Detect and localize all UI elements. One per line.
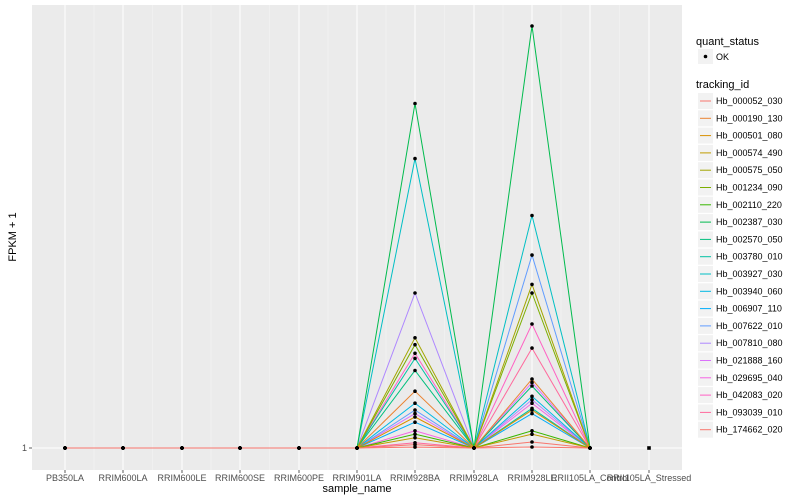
color-legend-label-Hb_042083_020: Hb_042083_020 — [716, 390, 783, 400]
data-point-Hb_006907_110-RRIM928BA — [413, 420, 417, 425]
data-point-Hb_174662_020-RRIM928BA — [413, 442, 417, 447]
data-point-Hb_007622_010-RRIM928LE — [530, 253, 534, 257]
color-legend-label-Hb_000052_030: Hb_000052_030 — [716, 96, 783, 106]
data-points — [63, 24, 651, 450]
data-point-Hb_174662_020-RRIM600LE — [180, 446, 184, 450]
color-legend-label-Hb_002570_050: Hb_002570_050 — [716, 234, 783, 244]
data-point-Hb_093039_010-RRIM928LE — [530, 346, 534, 350]
color-legend-label-Hb_002387_030: Hb_002387_030 — [716, 217, 783, 227]
color-legend-label-Hb_029695_040: Hb_029695_040 — [716, 373, 783, 383]
color-legend-label-Hb_003780_010: Hb_003780_010 — [716, 252, 783, 262]
data-point-Hb_000052_030-RRIM928LE — [530, 445, 534, 449]
data-point-Hb_003940_060-RRIM928LE — [530, 394, 534, 399]
data-point-Hb_000575_050-RRIM928BA — [413, 336, 417, 340]
shape-legend-entries: OK — [698, 49, 729, 64]
data-point-Hb_174662_020-PB350LA — [63, 446, 67, 450]
data-point-Hb_000190_130-RRIM928LE — [530, 377, 534, 381]
data-point-Hb_174662_020-RRIM928LE — [530, 440, 534, 444]
data-point-Hb_007810_080-RRIM928LE — [530, 398, 534, 402]
data-point-Hb_002570_050-RRIM928BA — [413, 368, 417, 373]
color-legend-label-Hb_007622_010: Hb_007622_010 — [716, 321, 783, 331]
data-point-Hb_003780_010-RRIM928BA — [413, 356, 417, 361]
data-point-Hb_042083_020-RRIM928BA — [413, 351, 417, 356]
data-point-Hb_002110_220-RRIM928LE — [530, 429, 534, 433]
color-legend-label-Hb_000575_050: Hb_000575_050 — [716, 165, 783, 175]
color-legend-label-Hb_007810_080: Hb_007810_080 — [716, 338, 783, 348]
color-legend-label-Hb_000501_080: Hb_000501_080 — [716, 131, 783, 141]
data-point-Hb_174662_020-RRIM901LA — [355, 446, 359, 450]
shape-legend-label-0: OK — [716, 52, 729, 62]
data-point-Hb_029695_040-RRIM928BA — [413, 429, 417, 433]
data-point-Hb_007622_010-RRIM928BA — [413, 408, 417, 412]
color-legend-title: tracking_id — [696, 79, 749, 91]
legend: quant_status OK tracking_id Hb_000052_03… — [696, 36, 783, 438]
color-legend-label-Hb_093039_010: Hb_093039_010 — [716, 407, 783, 417]
color-legend-label-Hb_003940_060: Hb_003940_060 — [716, 286, 783, 296]
shape-legend-key-0 — [703, 54, 708, 59]
data-point-Hb_002110_220-RRIM928BA — [413, 432, 417, 437]
data-point-Hb_000574_490-RRIM928LE — [530, 432, 534, 437]
shape-legend-title: quant_status — [696, 36, 759, 48]
data-point-Hb_002387_030-RRIM928LE — [530, 24, 534, 28]
data-point-Hb_002570_050-RRIM928LE — [530, 384, 534, 388]
data-point-Hb_174662_020-RRIM600SE — [238, 446, 242, 450]
data-point-Hb_174662_020-RRIM600PE — [297, 446, 301, 450]
data-point-Hb_042083_020-RRIM928LE — [530, 322, 534, 326]
x-tick-label-4: RRIM600PE — [274, 473, 324, 483]
data-point-Hb_000190_130-RRIM928BA — [413, 389, 417, 394]
x-tick-label-2: RRIM600LE — [157, 473, 206, 483]
data-point-Hb_003927_030-RRIM928BA — [413, 156, 417, 161]
data-point-Hb_006907_110-RRIM928LE — [530, 411, 534, 416]
x-tick-label-1: RRIM600LA — [98, 473, 147, 483]
x-tick-label-7: RRIM928LA — [449, 473, 498, 483]
series-lines — [65, 25, 591, 450]
x-axis-title: sample_name — [322, 483, 391, 495]
x-tick-label-8: RRIM928LE — [507, 473, 556, 483]
data-point-extra-0 — [647, 446, 651, 450]
x-tick-label-10: RRII105LA_Stressed — [607, 473, 692, 483]
data-point-Hb_000575_050-RRIM928LE — [530, 282, 534, 287]
data-point-Hb_000574_490-RRIM928BA — [413, 435, 417, 440]
color-legend-label-Hb_021888_160: Hb_021888_160 — [716, 356, 783, 366]
data-point-Hb_174662_020-RRIM928LA — [472, 446, 476, 450]
y-axis-title: FPKM + 1 — [7, 212, 19, 261]
x-tick-label-5: RRIM901LA — [332, 473, 381, 483]
data-point-Hb_001234_090-RRIM928LE — [530, 291, 534, 295]
color-legend-label-Hb_000574_490: Hb_000574_490 — [716, 148, 783, 158]
data-point-Hb_003927_030-RRIM928LE — [530, 213, 534, 218]
data-point-Hb_001234_090-RRIM928BA — [413, 342, 417, 347]
x-axis-ticks: PB350LA RRIM600LA RRIM600LE RRIM600SE RRIM60… — [46, 470, 691, 483]
x-tick-label-6: RRIM928BA — [390, 473, 440, 483]
data-point-Hb_003780_010-RRIM928LE — [530, 406, 534, 411]
data-point-Hb_003940_060-RRIM928BA — [413, 401, 417, 406]
series-line-Hb_000052_030 — [65, 446, 591, 449]
color-legend-entries: Hb_000052_030 Hb_000190_130 Hb_000501_080 H… — [698, 93, 783, 438]
color-legend-label-Hb_174662_020: Hb_174662_020 — [716, 425, 783, 435]
color-legend-label-Hb_001234_090: Hb_001234_090 — [716, 183, 783, 193]
data-point-Hb_000052_030-RRIM928BA — [413, 445, 417, 449]
data-point-Hb_007810_080-RRIM928BA — [413, 291, 417, 295]
y-axis-ticks: 1 — [22, 443, 32, 453]
data-point-Hb_174662_020-RRIM600LA — [121, 446, 125, 450]
data-point-Hb_021888_160-RRIM928LE — [530, 380, 534, 385]
data-point-Hb_174662_020-RRII105LA_Control — [588, 446, 592, 450]
color-legend-label-Hb_006907_110: Hb_006907_110 — [716, 304, 782, 314]
data-point-Hb_000501_080-RRIM928BA — [413, 415, 417, 419]
x-tick-label-0: PB350LA — [46, 473, 84, 483]
data-point-Hb_029695_040-RRIM928LE — [530, 401, 534, 406]
data-point-Hb_021888_160-RRIM928BA — [413, 411, 417, 416]
x-tick-label-3: RRIM600SE — [215, 473, 265, 483]
color-legend-label-Hb_000190_130: Hb_000190_130 — [716, 113, 783, 123]
color-legend-label-Hb_002110_220: Hb_002110_220 — [716, 200, 782, 210]
x-tick-label-9: RRII105LA_Control — [551, 473, 629, 483]
color-legend-label-Hb_003927_030: Hb_003927_030 — [716, 269, 783, 279]
data-point-Hb_002387_030-RRIM928BA — [413, 101, 417, 106]
y-tick-label-0: 1 — [22, 443, 27, 453]
